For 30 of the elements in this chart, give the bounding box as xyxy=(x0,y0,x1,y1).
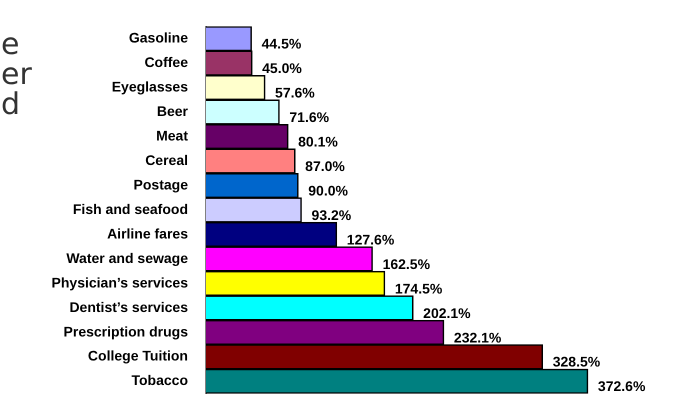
data-label: 45.0% xyxy=(262,60,302,76)
y-tick-label: Airline fares xyxy=(107,225,188,242)
data-label: 71.6% xyxy=(289,108,330,125)
data-label: 57.6% xyxy=(275,84,316,100)
y-tick-label: Water and sewage xyxy=(66,250,188,266)
y-tick-label: Physician’s services xyxy=(52,274,188,290)
data-label: 232.1% xyxy=(454,329,502,346)
y-tick-label: Fish and seafood xyxy=(72,200,188,217)
y-tick-label: Beer xyxy=(156,102,189,119)
y-tick-label: Coffee xyxy=(144,54,188,70)
data-label: 44.5% xyxy=(262,36,302,52)
data-label: 372.6% xyxy=(598,378,646,394)
data-label: 80.1% xyxy=(298,133,338,150)
y-tick-label: Prescription drugs xyxy=(64,323,188,340)
y-tick-label: Dentist’s services xyxy=(69,298,188,315)
y-tick-label: Eyeglasses xyxy=(112,78,188,94)
data-label: 93.2% xyxy=(312,206,352,223)
y-tick-label: College Tuition xyxy=(88,348,188,364)
data-label: 127.6% xyxy=(346,231,395,248)
y-tick-label: Cereal xyxy=(145,152,188,168)
y-tick-label: Postage xyxy=(134,176,188,192)
data-label: 90.0% xyxy=(308,182,348,198)
data-label: 87.0% xyxy=(305,158,346,174)
data-label: 202.1% xyxy=(423,304,472,321)
y-tick-label: Meat xyxy=(156,127,188,144)
data-label: 162.5% xyxy=(382,256,431,272)
y-tick-label: Gasoline xyxy=(128,30,188,46)
data-label: 328.5% xyxy=(552,354,601,370)
data-label: 174.5% xyxy=(394,280,443,296)
y-tick-label: Tobacco xyxy=(131,372,188,388)
